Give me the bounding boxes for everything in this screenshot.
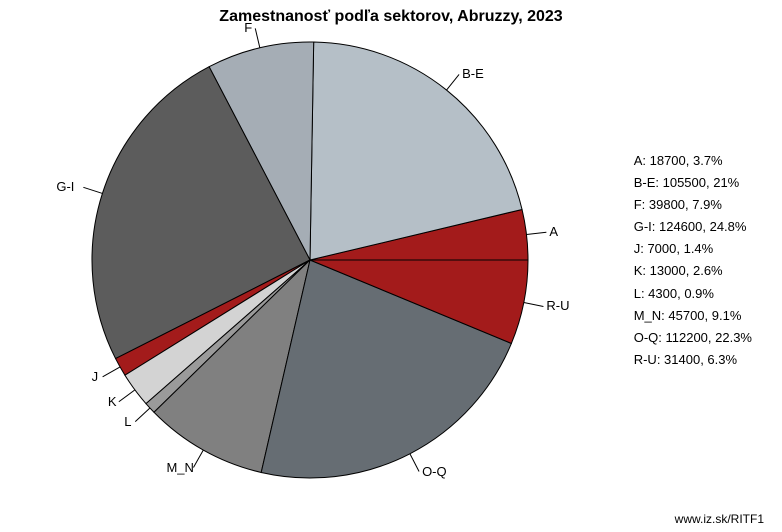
- slice-label-be: B-E: [462, 66, 484, 81]
- slice-label-a: A: [549, 224, 558, 239]
- slice-label-ru: R-U: [546, 298, 569, 313]
- slice-label-j: J: [92, 369, 99, 384]
- slice-label-gi: G-I: [56, 179, 74, 194]
- legend: A: 18700, 3.7% B-E: 105500, 21% F: 39800…: [634, 150, 752, 371]
- slice-label-f: F: [244, 20, 252, 35]
- legend-item: B-E: 105500, 21%: [634, 172, 752, 194]
- legend-item: K: 13000, 2.6%: [634, 260, 752, 282]
- slice-label-l: L: [124, 414, 131, 429]
- slice-label-k: K: [108, 394, 117, 409]
- credit-text: www.iz.sk/RITF1: [675, 512, 764, 526]
- legend-item: G-I: 124600, 24.8%: [634, 216, 752, 238]
- pie-chart: [90, 40, 530, 480]
- slice-label-mn: M_N: [166, 460, 193, 475]
- legend-item: O-Q: 112200, 22.3%: [634, 327, 752, 349]
- legend-item: L: 4300, 0.9%: [634, 283, 752, 305]
- chart-title: Zamestnanosť podľa sektorov, Abruzzy, 20…: [0, 8, 782, 26]
- legend-item: M_N: 45700, 9.1%: [634, 305, 752, 327]
- legend-item: A: 18700, 3.7%: [634, 150, 752, 172]
- legend-item: F: 39800, 7.9%: [634, 194, 752, 216]
- legend-item: R-U: 31400, 6.3%: [634, 349, 752, 371]
- legend-item: J: 7000, 1.4%: [634, 238, 752, 260]
- slice-label-oq: O-Q: [422, 464, 447, 479]
